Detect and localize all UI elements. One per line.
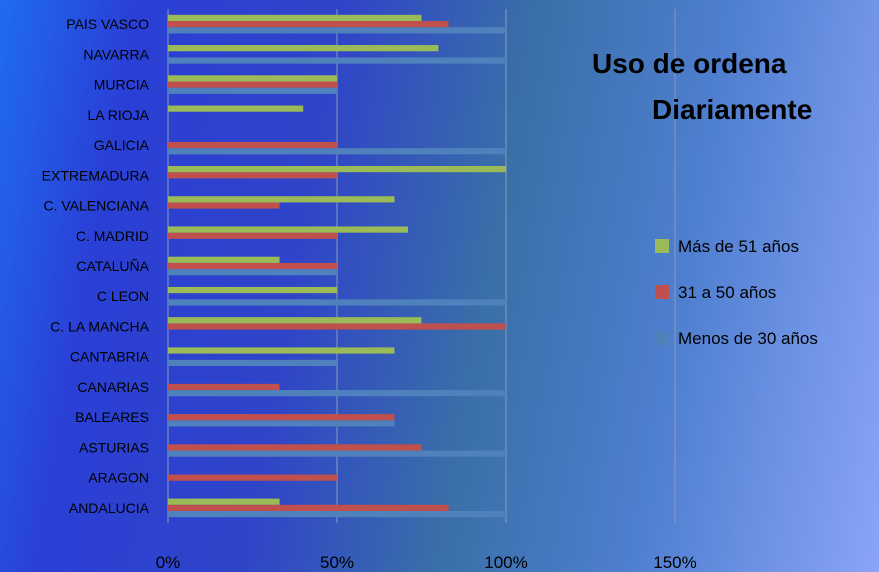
x-tick-labels: 0% 50% 100% 150% xyxy=(156,553,697,572)
bar xyxy=(168,317,422,324)
bar xyxy=(168,196,395,203)
x-tick-label: 50% xyxy=(320,553,354,572)
bar xyxy=(168,347,395,354)
x-tick-label: 150% xyxy=(653,553,696,572)
x-tick-label: 0% xyxy=(156,553,181,572)
bar xyxy=(168,299,506,306)
bar xyxy=(168,172,337,179)
bar xyxy=(168,359,337,367)
bar xyxy=(168,45,439,52)
bar xyxy=(168,75,337,82)
bar xyxy=(168,148,506,155)
bar xyxy=(168,262,337,270)
bar xyxy=(168,256,280,263)
bars xyxy=(168,14,506,518)
bar xyxy=(168,383,280,391)
legend: Más de 51 años 31 a 50 años Menos de 30 añ… xyxy=(655,237,818,348)
bar xyxy=(168,444,422,451)
bar xyxy=(168,57,506,64)
legend-swatch xyxy=(655,239,669,253)
bar xyxy=(168,27,506,34)
category-label: C. VALENCIANA xyxy=(43,198,149,214)
bar xyxy=(168,414,395,421)
chart-title-line-2: Diariamente xyxy=(652,94,812,125)
bar xyxy=(168,420,395,427)
category-label: CANTABRIA xyxy=(70,349,150,365)
bar xyxy=(168,165,506,173)
category-label: BALEARES xyxy=(75,409,149,425)
category-label: CANARIAS xyxy=(77,379,149,395)
category-label: CATALUÑA xyxy=(76,258,149,274)
category-label: ARAGON xyxy=(88,470,149,486)
bar xyxy=(168,323,506,330)
category-label: EXTREMADURA xyxy=(42,167,150,183)
bar xyxy=(168,450,506,457)
bar xyxy=(168,232,337,239)
bar xyxy=(168,87,337,94)
bar xyxy=(168,474,337,481)
category-label: MURCIA xyxy=(94,77,150,93)
chart-title-line-1: Uso de ordena xyxy=(592,48,787,79)
category-label: LA RIOJA xyxy=(88,107,150,123)
category-labels: ANDALUCIA ARAGON ASTURIAS BALEARES CANARIAS C… xyxy=(42,16,150,516)
bar xyxy=(168,81,337,88)
category-label: ASTURIAS xyxy=(79,439,149,455)
category-label: C. LA MANCHA xyxy=(50,318,149,334)
category-label: PAIS VASCO xyxy=(66,16,149,32)
x-tick-label: 100% xyxy=(484,553,527,572)
legend-swatch xyxy=(655,331,669,345)
legend-label: 31 a 50 años xyxy=(678,283,776,302)
bar xyxy=(168,510,506,518)
bar xyxy=(168,286,337,294)
bar xyxy=(168,21,449,28)
category-label: GALICIA xyxy=(94,137,150,153)
bar xyxy=(168,202,280,209)
category-label: C. MADRID xyxy=(76,228,149,244)
category-label: NAVARRA xyxy=(83,46,149,62)
category-label: C LEON xyxy=(97,288,149,304)
bar xyxy=(168,504,449,511)
bar xyxy=(168,269,337,276)
bar xyxy=(168,14,422,22)
bar xyxy=(168,141,337,149)
bar xyxy=(168,390,506,397)
bar xyxy=(168,105,304,112)
legend-label: Más de 51 años xyxy=(678,237,799,256)
category-label: ANDALUCIA xyxy=(69,500,150,516)
legend-label: Menos de 30 años xyxy=(678,329,818,348)
bar xyxy=(168,498,280,505)
legend-swatch xyxy=(655,285,669,299)
chart-title: Uso de ordena Diariamente xyxy=(592,48,812,125)
bar xyxy=(168,226,408,233)
